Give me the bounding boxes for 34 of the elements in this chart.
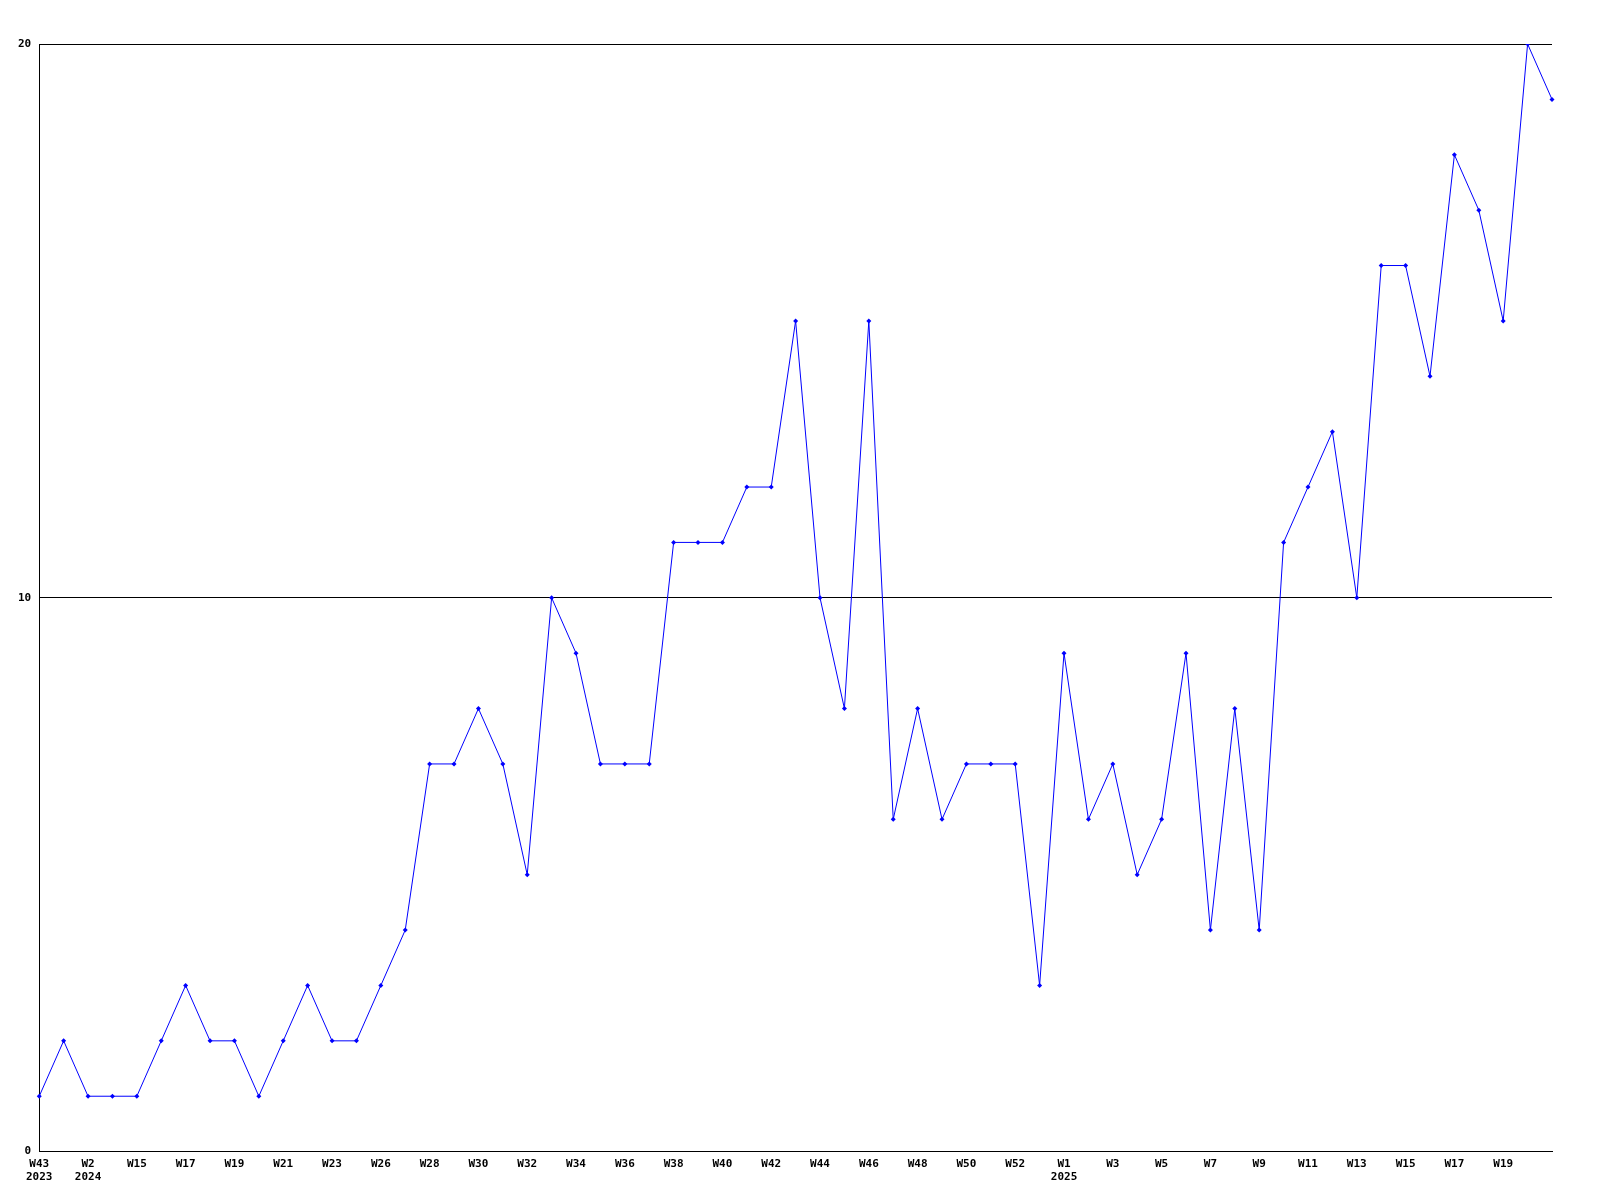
x-tick-label: W17 [1444, 1157, 1465, 1171]
x-tick-label: W11 [1298, 1157, 1319, 1171]
x-tick-label: W13 [1346, 1157, 1367, 1171]
x-tick-label: W19 [1493, 1157, 1514, 1171]
x-tick-label: W46 [858, 1157, 880, 1171]
x-tick-label: W9 [1252, 1157, 1266, 1171]
x-tick-label: W34 [566, 1157, 587, 1171]
x-tick-label: W15 [1395, 1157, 1416, 1171]
x-tick-label: W32 [517, 1157, 538, 1171]
x-tick-label: W3 [1106, 1157, 1120, 1171]
x-tick-label: W26 [370, 1157, 392, 1171]
x-tick-label: W30 [468, 1157, 489, 1171]
x-tick-label: W38 [663, 1157, 684, 1171]
x-tick-label: W19 [224, 1157, 245, 1171]
x-tick-label: W23 [322, 1157, 342, 1171]
x-tick-label: W28 [419, 1157, 440, 1171]
x-tick-label: W48 [907, 1157, 928, 1171]
x-tick-label: W2 2024 [74, 1157, 102, 1184]
y-tick-label: 20 [18, 36, 32, 50]
x-tick-label: W44 [810, 1157, 831, 1171]
x-tick-label: W50 [956, 1157, 977, 1171]
y-tick-label: 0 [24, 1144, 32, 1158]
x-tick-label: W1 2025 [1050, 1157, 1078, 1184]
x-tick-label: W21 [273, 1157, 294, 1171]
x-tick-label: W5 [1154, 1157, 1169, 1171]
x-tick-label: W7 [1203, 1157, 1218, 1171]
x-tick-label: W40 [712, 1157, 733, 1171]
x-tick-label: W42 [761, 1157, 782, 1171]
x-tick-label: W15 [126, 1157, 147, 1171]
x-tick-label: W43 2023 [26, 1157, 53, 1184]
x-tick-label: W36 [614, 1157, 636, 1171]
x-tick-label: W17 [175, 1157, 196, 1171]
x-tick-label: W52 [1005, 1157, 1026, 1171]
y-tick-label: 10 [18, 590, 32, 604]
